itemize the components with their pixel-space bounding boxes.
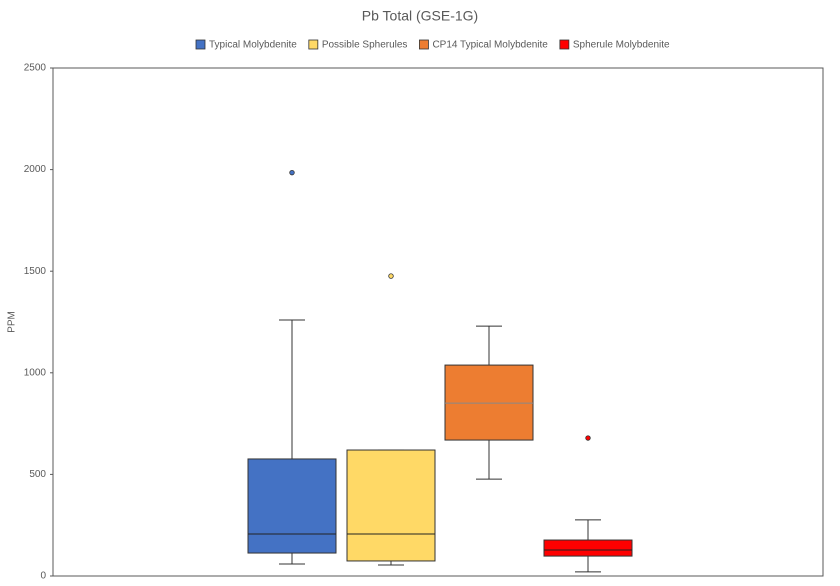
plot-area: [52, 67, 824, 577]
y-tick-label: 2500: [24, 63, 47, 74]
y-tick-label: 500: [29, 469, 46, 480]
legend-swatch: [195, 39, 206, 50]
box: [247, 458, 337, 554]
box: [444, 364, 534, 441]
chart-title: Pb Total (GSE-1G): [362, 8, 478, 24]
legend-label: Spherule Molybdenite: [573, 40, 670, 51]
outlier: [289, 169, 295, 176]
legend-label: Typical Molybdenite: [209, 40, 297, 51]
y-axis-label: PPM: [7, 311, 18, 333]
legend-label: CP14 Typical Molybdenite: [432, 40, 548, 51]
y-tick-label: 1500: [24, 266, 47, 277]
box: [346, 449, 436, 562]
legend-swatch: [308, 39, 319, 50]
y-tick-label: 1000: [24, 367, 47, 378]
y-tick-label: 0: [40, 571, 46, 582]
legend-swatch: [559, 39, 570, 50]
outlier: [388, 273, 394, 279]
y-tick-label: 2000: [24, 164, 47, 175]
legend-label: Possible Spherules: [322, 40, 408, 51]
legend-swatch: [419, 39, 429, 50]
outlier: [585, 435, 591, 441]
box: [543, 539, 633, 557]
